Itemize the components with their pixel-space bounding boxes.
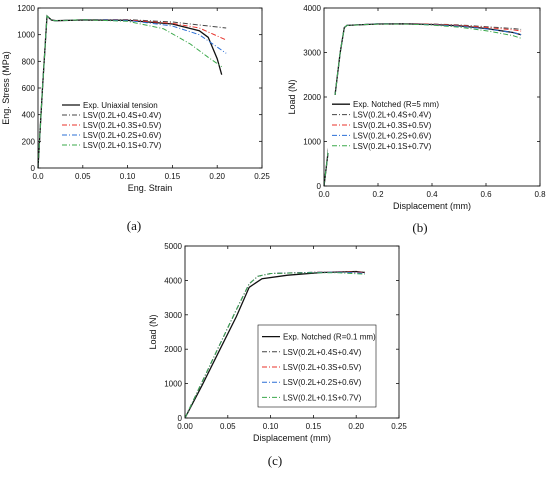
x-tick-label: 0.2 [372, 190, 384, 199]
plot-frame [184, 245, 400, 419]
x-tick-label: 0.25 [391, 422, 407, 431]
panel-caption: (b) [412, 220, 427, 235]
y-tick-label: 5000 [164, 242, 182, 251]
y-tick-label: 4000 [164, 276, 182, 285]
x-tick-label: 0.20 [209, 172, 225, 181]
x-tick-label: 0.05 [220, 422, 236, 431]
y-tick-label: 3000 [303, 49, 321, 58]
y-tick-label: 1000 [303, 138, 321, 147]
panel-caption: (c) [268, 453, 282, 468]
legend-label-1: Exp. Uniaxial tension [83, 101, 158, 110]
chart-panel-2: 0.0 0.2 0.4 0.6 0.8 0 1000 2000 3000 4000 Displace… [287, 4, 546, 235]
x-tick-label: 0.10 [120, 172, 136, 181]
y-tick-label: 1000 [17, 31, 35, 40]
legend-label-2: LSV(0.2L+0.4S+0.4V) [353, 111, 432, 120]
series-line-3 [37, 14, 227, 169]
x-tick-label: 0.05 [75, 172, 91, 181]
y-tick-label: 3000 [164, 311, 182, 320]
y-tick-label: 0 [31, 164, 36, 173]
legend-label-4: LSV(0.2L+0.2S+0.6V) [283, 378, 362, 387]
x-tick-label: 0.20 [348, 422, 364, 431]
y-tick-label: 2000 [303, 93, 321, 102]
legend-label-4: LSV(0.2L+0.2S+0.6V) [353, 131, 432, 140]
y-tick-label: 1000 [164, 380, 182, 389]
chart-panel-3: 0.00 0.05 0.10 0.15 0.20 0.25 0 1000 2000 3000 400… [148, 242, 407, 468]
y-tick-label: 4000 [303, 4, 321, 13]
y-tick-label: 400 [22, 111, 36, 120]
legend-label-1: Exp. Notched (R=5 mm) [353, 100, 439, 109]
x-tick-label: 0.8 [534, 190, 546, 199]
legend: Exp. Uniaxial tensionLSV(0.2L+0.4S+0.4V)… [58, 96, 168, 152]
legend: Exp. Notched (R=0.1 mm) LSV(0.2L+0.4S+0.4… [257, 324, 377, 408]
x-tick-label: 0.25 [254, 172, 270, 181]
legend: Exp. Notched (R=5 mm) LSV(0.2L+0.4S+0.4V)… [328, 95, 440, 153]
x-axis-label: Displacement (mm) [253, 433, 331, 443]
y-axis-label: Load (N) [287, 79, 297, 114]
y-tick-label: 200 [22, 137, 36, 146]
legend-label-5: LSV(0.2L+0.1S+0.7V) [283, 393, 362, 402]
legend-label-5: LSV(0.2L+0.1S+0.7V) [83, 141, 162, 150]
y-axis-label: Load (N) [148, 314, 158, 349]
x-axis-label: Displacement (mm) [393, 201, 471, 211]
panel-caption: (a) [127, 218, 141, 233]
legend-label-2: LSV(0.2L+0.4S+0.4V) [83, 111, 162, 120]
legend-label-5: LSV(0.2L+0.1S+0.7V) [353, 142, 432, 151]
legend-label-3: LSV(0.2L+0.3S+0.5V) [353, 121, 432, 130]
y-tick-label: 2000 [164, 345, 182, 354]
legend-label-3: LSV(0.2L+0.3S+0.5V) [283, 363, 362, 372]
plot-frame [323, 7, 541, 187]
x-tick-label: 0.15 [165, 172, 181, 181]
series-line-5 [323, 23, 522, 187]
y-tick-label: 0 [178, 414, 183, 423]
x-tick-label: 0.4 [426, 190, 438, 199]
legend-label-2: LSV(0.2L+0.4S+0.4V) [283, 348, 362, 357]
x-tick-label: 0.0 [318, 190, 330, 199]
y-axis-label: Eng. Stress (MPa) [1, 51, 11, 125]
y-tick-label: 600 [22, 84, 36, 93]
plot-frame [37, 7, 263, 169]
x-tick-label: 0.00 [177, 422, 193, 431]
series-line-5 [184, 272, 365, 419]
y-tick-label: 1200 [17, 4, 35, 13]
x-tick-label: 0.0 [32, 172, 44, 181]
chart-panel-1: 0.0 0.05 0.10 0.15 0.20 0.25 0 200 400 600 800 1000… [1, 4, 270, 233]
legend-label-4: LSV(0.2L+0.2S+0.6V) [83, 131, 162, 140]
x-axis-label: Eng. Strain [128, 183, 173, 193]
x-tick-label: 0.15 [306, 422, 322, 431]
legend-label-3: LSV(0.2L+0.3S+0.5V) [83, 121, 162, 130]
y-tick-label: 800 [22, 57, 36, 66]
x-tick-label: 0.10 [263, 422, 279, 431]
legend-label-1: Exp. Notched (R=0.1 mm) [283, 333, 376, 342]
x-tick-label: 0.6 [480, 190, 492, 199]
legend-box [257, 324, 377, 408]
series-line-4 [37, 14, 227, 169]
y-tick-label: 0 [317, 182, 322, 191]
